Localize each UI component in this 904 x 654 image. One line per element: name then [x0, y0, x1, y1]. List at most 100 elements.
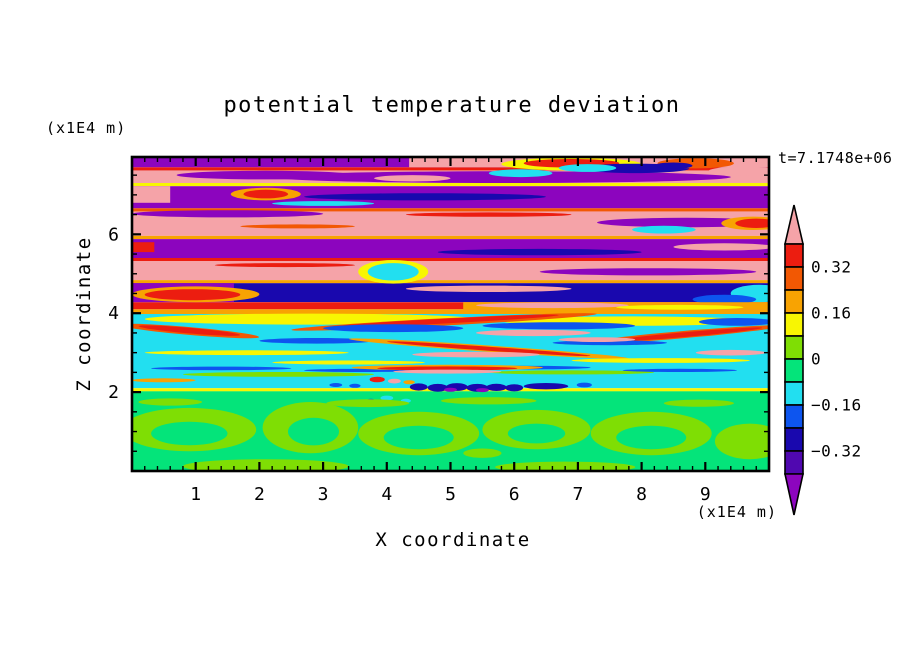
contour-band — [132, 302, 769, 310]
contour-feature — [476, 388, 489, 393]
contour-feature — [349, 383, 361, 388]
contour-feature — [132, 210, 324, 218]
x-tick-label: 7 — [572, 484, 583, 505]
contour-feature — [405, 212, 572, 217]
contour-feature — [463, 448, 502, 458]
contour-band — [132, 309, 769, 314]
contour-feature — [138, 398, 202, 406]
x-tick-label: 9 — [700, 484, 711, 505]
contour-feature — [326, 399, 410, 408]
contour-feature — [144, 289, 241, 301]
contour-band — [132, 258, 769, 262]
contour-feature — [616, 304, 744, 310]
colorbar-segment — [784, 404, 804, 429]
colorbar-segment — [784, 335, 804, 360]
contour-feature — [558, 337, 636, 342]
contour-feature — [272, 201, 375, 206]
contour-feature — [176, 170, 355, 180]
contour-feature — [482, 322, 636, 330]
contour-feature — [698, 318, 769, 326]
axis-ticks — [132, 157, 769, 471]
contour-feature — [735, 218, 769, 228]
contour-feature — [486, 383, 507, 391]
x-tick-label: 4 — [381, 484, 392, 505]
x-tick-label: 6 — [509, 484, 520, 505]
contour-feature — [393, 369, 502, 374]
contour-feature — [367, 263, 419, 281]
colorbar-segment — [784, 450, 804, 475]
contour-feature — [144, 350, 349, 356]
contour-feature — [329, 383, 343, 387]
colorbar-segment — [784, 289, 804, 314]
contour-band — [132, 208, 769, 212]
contour-band — [132, 167, 769, 171]
contour-feature — [571, 358, 750, 363]
contour-feature — [272, 360, 425, 365]
contour-band — [132, 283, 769, 303]
z-tick-label: 6 — [108, 224, 119, 245]
colorbar-tick-label: −0.32 — [811, 442, 862, 461]
colorbar-tick-label: 0.16 — [811, 304, 852, 323]
contour-feature — [183, 459, 349, 471]
contour-feature — [714, 423, 769, 460]
x-tick-label: 3 — [318, 484, 329, 505]
contour-feature — [654, 162, 693, 169]
contour-feature — [437, 248, 642, 256]
colorbar-segment — [784, 266, 804, 291]
contour-band — [132, 280, 769, 284]
x-tick-label: 2 — [254, 484, 265, 505]
x-axis-title: X coordinate — [375, 529, 530, 551]
chart-title: potential temperature deviation — [223, 93, 680, 118]
colorbar-under-arrow — [784, 473, 804, 516]
contour-band — [132, 235, 769, 240]
contour-feature — [427, 383, 448, 392]
contour-feature — [409, 383, 428, 391]
contour-feature — [132, 242, 155, 253]
contour-feature — [387, 341, 591, 357]
colorbar: 0.32 0.16 0 −0.16 −0.32 — [783, 204, 862, 516]
colorbar-segment — [784, 358, 804, 383]
x-tick-label: 1 — [190, 484, 201, 505]
contour-feature — [539, 268, 757, 276]
z-axis-title: Z coordinate — [73, 236, 95, 391]
colorbar-segment — [784, 381, 804, 406]
contour-feature — [151, 421, 228, 446]
contour-feature — [505, 384, 524, 392]
x-tick-label: 5 — [445, 484, 456, 505]
contour-feature — [323, 324, 464, 333]
contour-feature — [138, 325, 241, 336]
contour-feature — [444, 387, 457, 392]
contour-feature — [304, 193, 546, 201]
contour-feature — [476, 302, 629, 309]
contour-feature — [403, 380, 415, 385]
contour-feature — [380, 395, 394, 401]
contour-feature — [388, 378, 401, 384]
colorbar-segment — [784, 427, 804, 452]
time-annotation: t=7.1748e+06 — [778, 149, 892, 167]
contour-feature — [240, 224, 355, 229]
contour-feature — [440, 397, 537, 405]
contour-feature — [622, 368, 738, 372]
contour-feature — [695, 349, 766, 356]
colorbar-segment — [784, 243, 804, 268]
axis-tick-labels: 1 2 3 4 5 6 7 8 9 2 4 6 — [108, 224, 711, 505]
contour-feature — [692, 294, 757, 305]
contour-feature — [488, 169, 553, 178]
contour-feature — [476, 329, 591, 337]
contour-band — [132, 239, 769, 258]
contour-feature — [632, 225, 696, 234]
contour-feature — [610, 327, 763, 342]
contour-feature — [132, 378, 196, 383]
contour-feature — [663, 399, 734, 407]
x-tick-label: 8 — [636, 484, 647, 505]
contour-feature — [374, 175, 451, 182]
contour-feature — [523, 383, 569, 390]
contour-feature — [243, 189, 289, 199]
z-axis-units-label: (x1E4 m) — [46, 119, 126, 137]
contour-feature — [507, 423, 566, 444]
contour-band — [132, 183, 769, 187]
colorbar-segment — [784, 312, 804, 337]
contour-feature — [576, 382, 592, 388]
z-tick-label: 4 — [108, 303, 119, 324]
